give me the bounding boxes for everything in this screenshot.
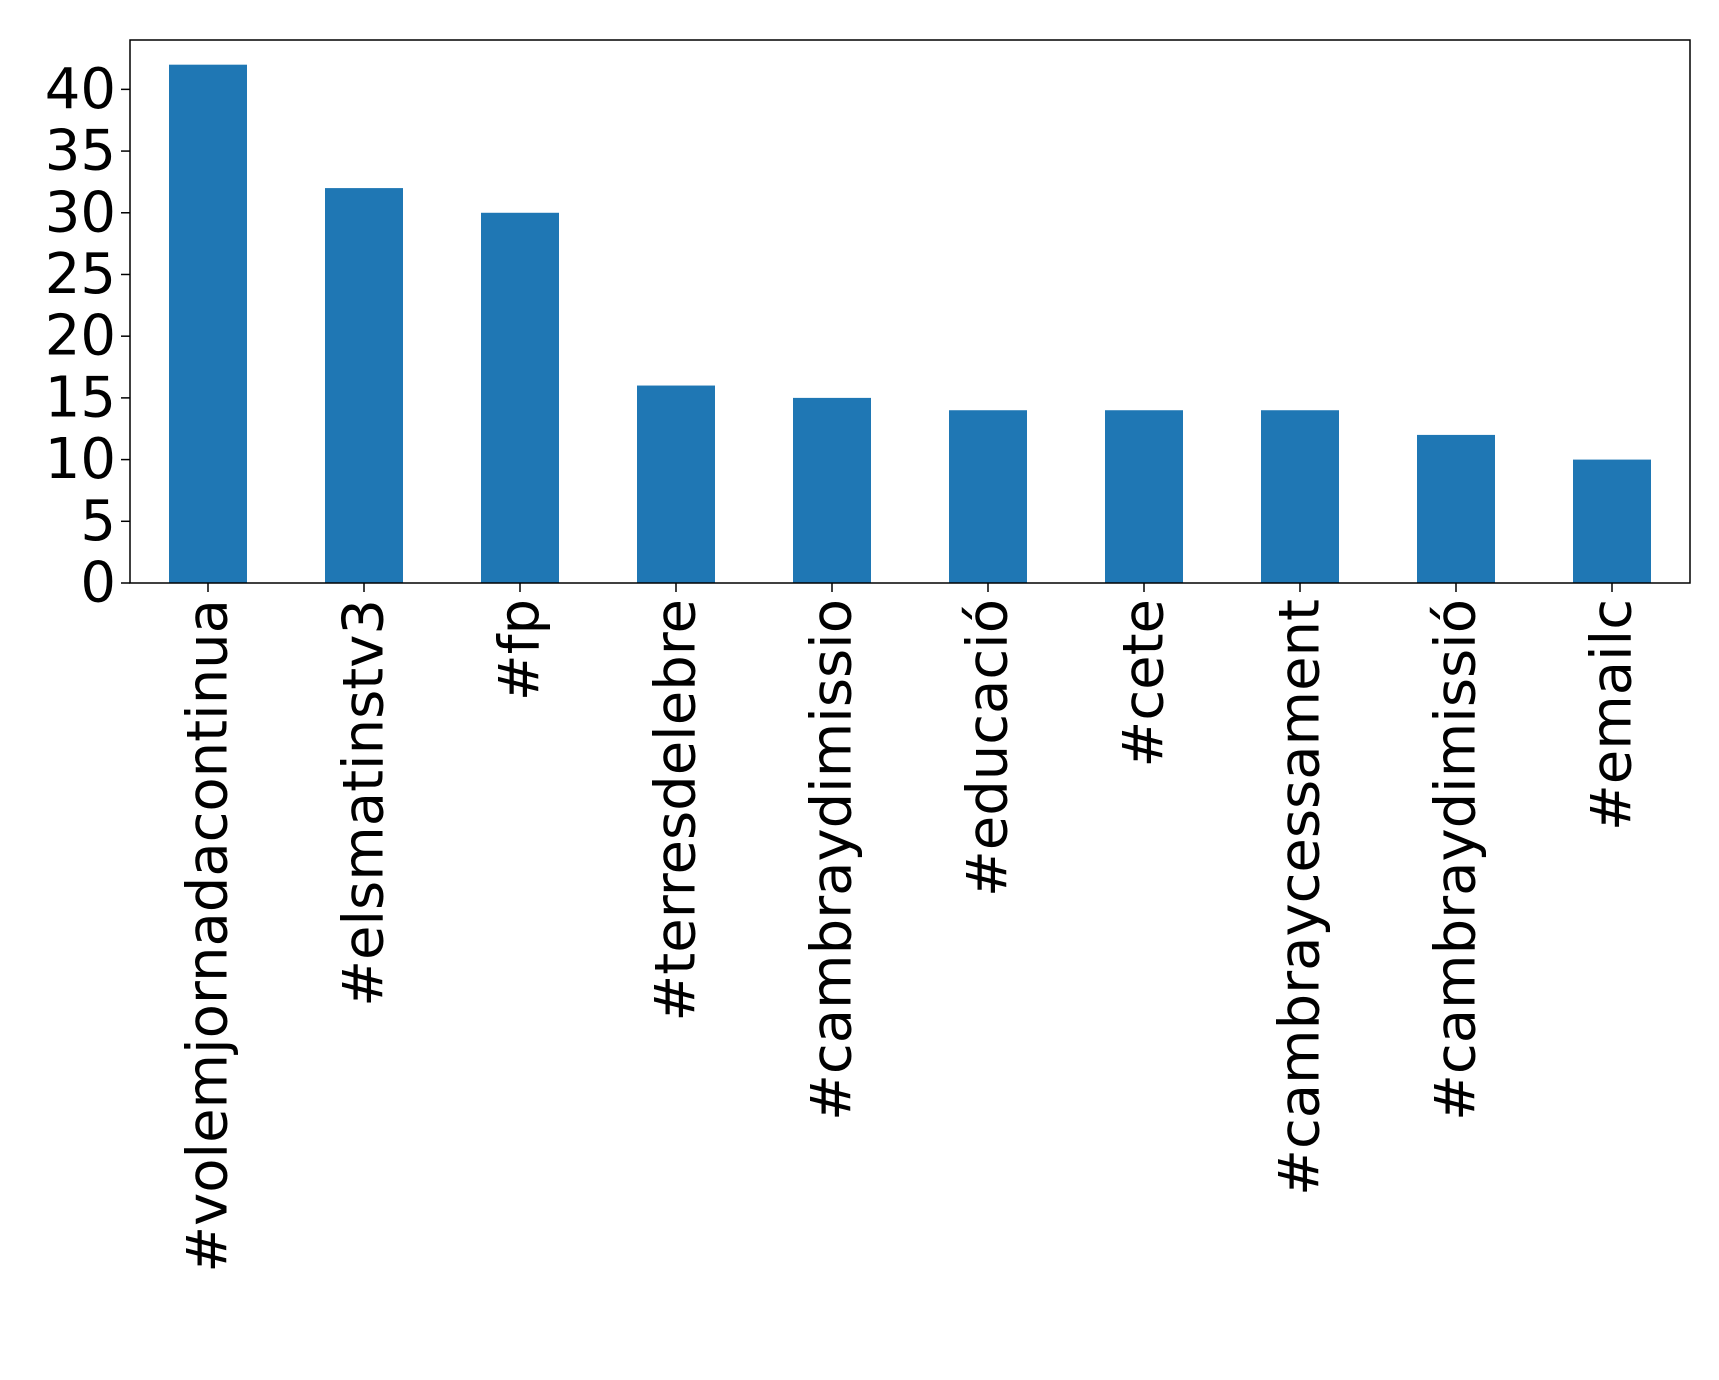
x-axis: #volemjornadacontinua #elsmatinstv3 #fp #te… [176, 583, 1645, 1273]
bar [1261, 410, 1339, 583]
bars-group [169, 64, 1651, 584]
y-tick-label: 5 [80, 489, 116, 554]
bar [481, 212, 559, 584]
y-tick-label: 35 [45, 119, 116, 184]
x-tick-label: #cambraydimissió [1424, 599, 1489, 1121]
x-tick-label: #cambraydimissio [800, 599, 865, 1121]
x-tick-label: #fp [488, 599, 553, 701]
y-tick-label: 20 [45, 304, 116, 369]
x-tick-label: #educació [956, 599, 1021, 897]
plot-frame [129, 39, 1691, 584]
y-tick-label: 30 [45, 180, 116, 245]
x-tick-label: #emailc [1580, 599, 1645, 831]
bar [949, 410, 1027, 583]
x-tick-label: #volemjornadacontinua [176, 599, 241, 1273]
x-tick-label: #cete [1112, 599, 1177, 768]
bar [1105, 410, 1183, 583]
bar [1417, 434, 1495, 583]
y-tick-label: 0 [80, 551, 116, 616]
y-tick-label: 40 [45, 57, 116, 122]
bar [325, 188, 403, 583]
y-tick-label: 10 [45, 427, 116, 492]
x-tick-label: #cambraycessament [1268, 599, 1333, 1196]
x-tick-label: #terresdelebre [644, 599, 709, 1022]
bar [1573, 459, 1651, 583]
bar [169, 64, 247, 583]
y-tick-label: 25 [45, 242, 116, 307]
bar [637, 385, 715, 583]
y-tick-label: 15 [45, 365, 116, 430]
bar [793, 397, 871, 583]
x-tick-label: #elsmatinstv3 [332, 599, 397, 1007]
